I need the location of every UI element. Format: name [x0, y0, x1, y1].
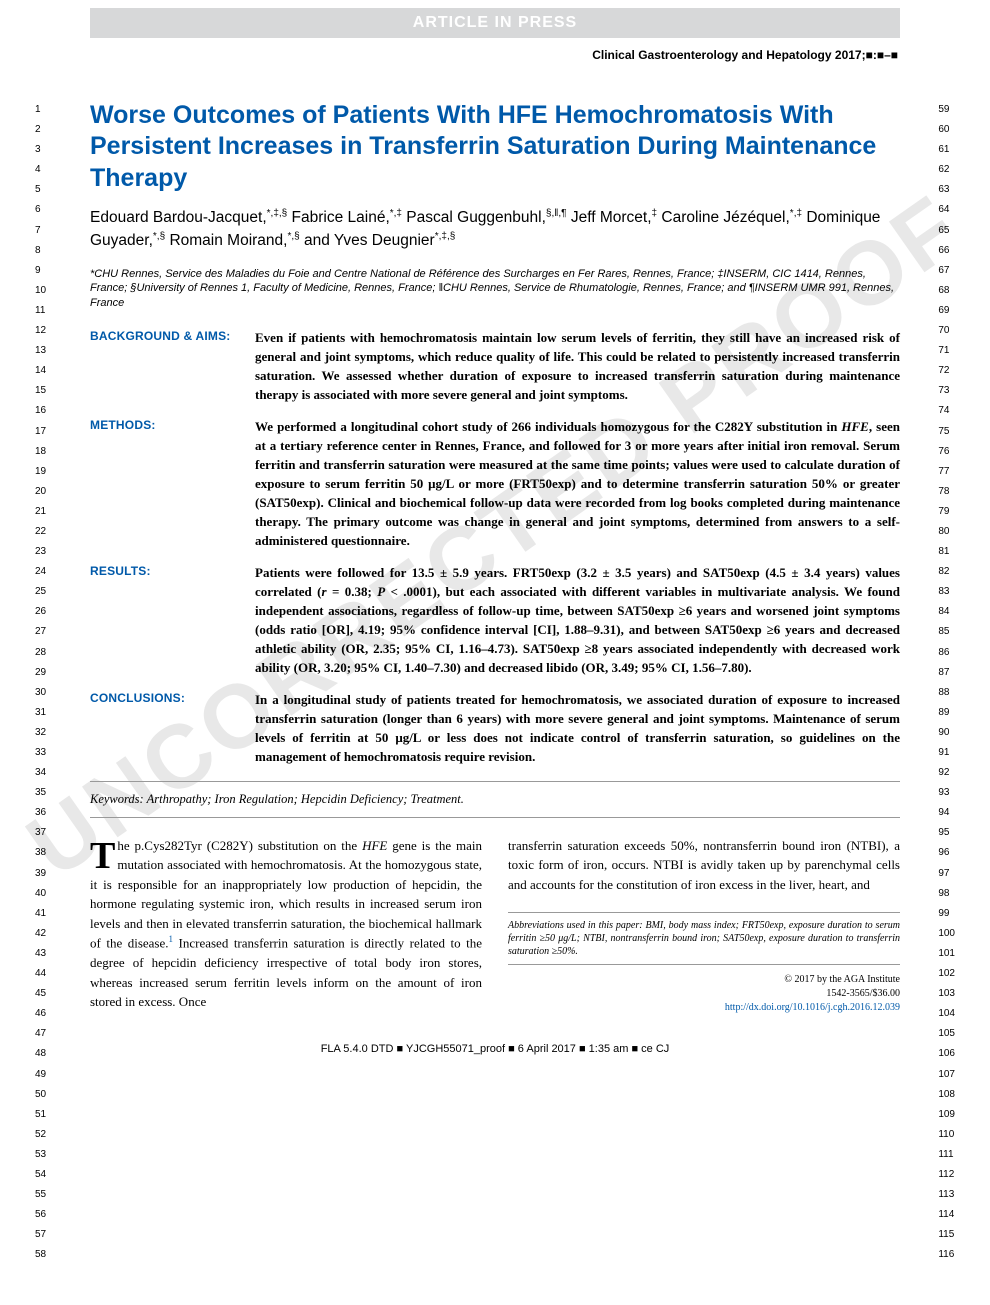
abstract-label: BACKGROUND & AIMS:: [90, 329, 255, 404]
abstract-text: Even if patients with hemochromatosis ma…: [255, 329, 900, 404]
abstract-label: CONCLUSIONS:: [90, 691, 255, 766]
abstract-label: METHODS:: [90, 418, 255, 550]
line-numbers-right: 5960616263646566676869707172737475767778…: [938, 100, 955, 1265]
abstract-text: In a longitudinal study of patients trea…: [255, 691, 900, 766]
copyright-block: © 2017 by the AGA Institute 1542-3565/$3…: [508, 973, 900, 1015]
abstract-text: Patients were followed for 13.5 ± 5.9 ye…: [255, 564, 900, 677]
body-paragraph: transferrin saturation exceeds 50%, nont…: [508, 836, 900, 895]
abbreviations-box: Abbreviations used in this paper: BMI, b…: [508, 912, 900, 965]
body-column-right: transferrin saturation exceeds 50%, nont…: [508, 836, 900, 1016]
body-columns: The p.Cys282Tyr (C282Y) substitution on …: [90, 836, 900, 1016]
page: ARTICLE IN PRESS Clinical Gastroenterolo…: [0, 8, 990, 1065]
affiliations: *CHU Rennes, Service des Maladies du Foi…: [90, 267, 900, 312]
abstract-conclusions: CONCLUSIONS: In a longitudinal study of …: [90, 691, 900, 766]
abstract-label: RESULTS:: [90, 564, 255, 677]
copyright-line: © 2017 by the AGA Institute: [508, 973, 900, 987]
doi-link[interactable]: http://dx.doi.org/10.1016/j.cgh.2016.12.…: [508, 1001, 900, 1015]
page-footer: FLA 5.4.0 DTD ■ YJCGH55071_proof ■ 6 Apr…: [0, 1043, 990, 1065]
article-title: Worse Outcomes of Patients With HFE Hemo…: [90, 100, 900, 194]
keywords-label: Keywords:: [90, 792, 144, 806]
content-wrapper: 1234567891011121314151617181920212223242…: [0, 100, 990, 1015]
body-column-left: The p.Cys282Tyr (C282Y) substitution on …: [90, 836, 482, 1016]
abstract-methods: METHODS: We performed a longitudinal coh…: [90, 418, 900, 550]
author-list: Edouard Bardou-Jacquet,*,‡,§ Fabrice Lai…: [90, 206, 900, 253]
journal-citation: Clinical Gastroenterology and Hepatology…: [0, 48, 898, 62]
keywords-text: Arthropathy; Iron Regulation; Hepcidin D…: [147, 792, 464, 806]
keywords-box: Keywords: Arthropathy; Iron Regulation; …: [90, 781, 900, 818]
copyright-price: 1542-3565/$36.00: [508, 987, 900, 1001]
abstract-text: We performed a longitudinal cohort study…: [255, 418, 900, 550]
abstract-results: RESULTS: Patients were followed for 13.5…: [90, 564, 900, 677]
line-numbers-left: 1234567891011121314151617181920212223242…: [35, 100, 46, 1265]
abstract-background: BACKGROUND & AIMS: Even if patients with…: [90, 329, 900, 404]
article-in-press-banner: ARTICLE IN PRESS: [90, 8, 900, 38]
abbreviations-text: Abbreviations used in this paper: BMI, b…: [508, 920, 900, 957]
